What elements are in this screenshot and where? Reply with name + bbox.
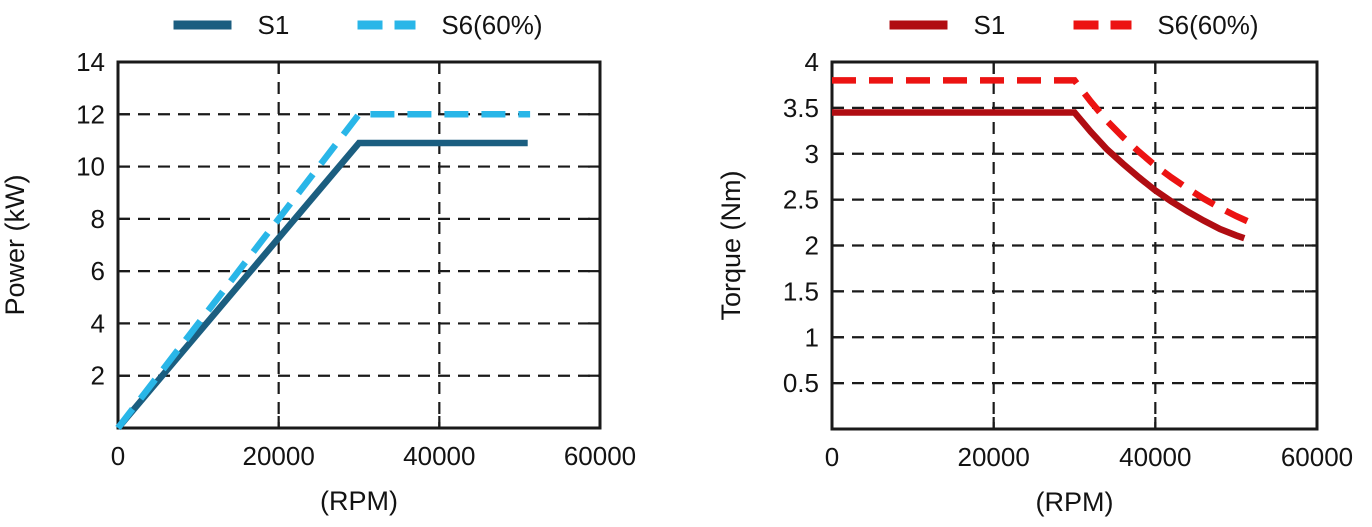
y-tick-label: 4: [805, 47, 819, 77]
series-0-line: [115, 139, 528, 431]
y-tick-label: 0.5: [783, 368, 819, 398]
torque-chart-panel: S1 S6(60%) 0 20000 40000 60000 0.5 1 1.5 2 2.5 3 3…: [686, 0, 1372, 527]
x-tick-label: 40000: [1119, 442, 1191, 472]
power-chart-legend: S1 S6(60%): [173, 10, 542, 40]
y-tick-label: 2: [91, 361, 105, 391]
legend-line-swatch-solid: [173, 20, 232, 30]
x-tick-label: 60000: [1281, 442, 1353, 472]
x-tick-label: 20000: [958, 442, 1030, 472]
y-axis-label: Torque (Nm): [716, 170, 746, 320]
y-tick-label: 10: [76, 152, 105, 182]
series-1-line: [832, 77, 1250, 225]
x-tick-label: 0: [825, 442, 839, 472]
y-tick-label: 14: [76, 47, 105, 77]
plot-border: [830, 60, 1319, 431]
torque-chart-plot: 0 20000 40000 60000 0.5 1 1.5 2 2.5 3 3.5 4 (RPM) Tor…: [716, 47, 1353, 517]
legend-label: S6(60%): [1157, 10, 1259, 40]
series-0-line: [832, 109, 1246, 242]
power-chart-plot: 0 20000 40000 60000 2 4 6 8 10 12 14 (RPM) Power (kW…: [0, 47, 636, 516]
power-chart-panel: S1 S6(60%) 0 20000 40000 60000 2 4 6 8 10 12 14 (RP…: [0, 10, 636, 516]
y-tick-label: 3.5: [783, 93, 819, 123]
x-tick-label: 60000: [564, 441, 636, 471]
legend-label: S1: [257, 10, 290, 40]
x-tick-label: 0: [111, 441, 125, 471]
x-tick-label: 20000: [243, 441, 315, 471]
y-tick-label: 2.5: [783, 185, 819, 215]
legend-item-s6: S6(60%): [1073, 12, 1258, 38]
torque-chart-legend: S1 S6(60%): [889, 10, 1258, 40]
x-axis-label: (RPM): [320, 486, 398, 516]
y-tick-label: 12: [76, 99, 105, 129]
legend-line-swatch-dashed: [357, 20, 416, 30]
y-axis-label: Power (kW): [0, 175, 30, 316]
y-tick-label: 8: [91, 204, 105, 234]
legend-label: S6(60%): [441, 10, 543, 40]
y-tick-label: 3: [805, 139, 819, 169]
y-tick-label: 4: [91, 308, 105, 338]
y-tick-label: 6: [91, 256, 105, 286]
legend-label: S1: [973, 10, 1006, 40]
x-tick-label: 40000: [403, 441, 475, 471]
legend-item-s1: S1: [173, 10, 290, 40]
series-1-line: [115, 111, 531, 430]
legend-line-swatch-solid: [889, 20, 948, 30]
plot-border: [116, 60, 602, 430]
legend-item-s6: S6(60%): [357, 12, 542, 38]
legend-item-s1: S1: [889, 10, 1006, 40]
x-axis-label: (RPM): [1036, 487, 1114, 517]
y-tick-label: 1: [805, 322, 819, 352]
y-tick-label: 2: [805, 231, 819, 261]
y-tick-label: 1.5: [783, 276, 819, 306]
legend-line-swatch-dashed: [1073, 20, 1132, 30]
